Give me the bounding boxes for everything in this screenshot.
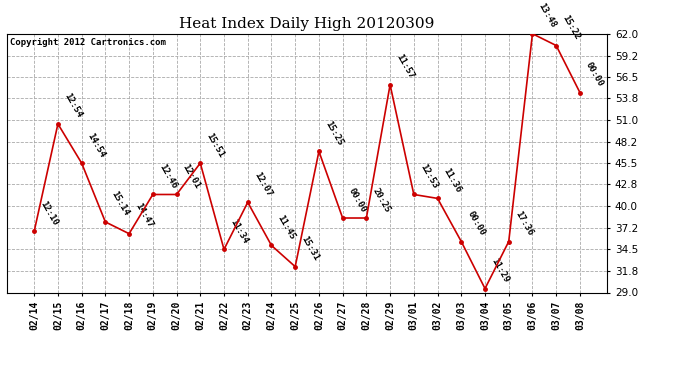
- Text: 11:34: 11:34: [228, 217, 249, 245]
- Title: Heat Index Daily High 20120309: Heat Index Daily High 20120309: [179, 17, 435, 31]
- Text: 11:36: 11:36: [442, 166, 463, 194]
- Text: 14:47: 14:47: [133, 202, 155, 229]
- Text: 15:25: 15:25: [323, 119, 344, 147]
- Text: 15:22: 15:22: [560, 13, 582, 41]
- Text: 12:54: 12:54: [62, 92, 83, 120]
- Text: 12:10: 12:10: [39, 200, 59, 227]
- Text: 17:36: 17:36: [513, 210, 534, 237]
- Text: 11:57: 11:57: [394, 53, 415, 81]
- Text: 12:01: 12:01: [181, 162, 202, 190]
- Text: 20:25: 20:25: [371, 186, 392, 214]
- Text: 11:45: 11:45: [275, 213, 297, 241]
- Text: Copyright 2012 Cartronics.com: Copyright 2012 Cartronics.com: [10, 38, 166, 46]
- Text: 12:53: 12:53: [418, 162, 440, 190]
- Text: 00:00: 00:00: [584, 61, 605, 88]
- Text: 12:46: 12:46: [157, 162, 178, 190]
- Text: 00:00: 00:00: [466, 210, 486, 237]
- Text: 00:00: 00:00: [347, 186, 368, 214]
- Text: 15:51: 15:51: [204, 131, 226, 159]
- Text: 14:54: 14:54: [86, 131, 107, 159]
- Text: 11:29: 11:29: [489, 256, 511, 284]
- Text: 15:31: 15:31: [299, 235, 321, 262]
- Text: 13:48: 13:48: [537, 2, 558, 30]
- Text: 15:14: 15:14: [110, 190, 131, 218]
- Text: 12:07: 12:07: [252, 170, 273, 198]
